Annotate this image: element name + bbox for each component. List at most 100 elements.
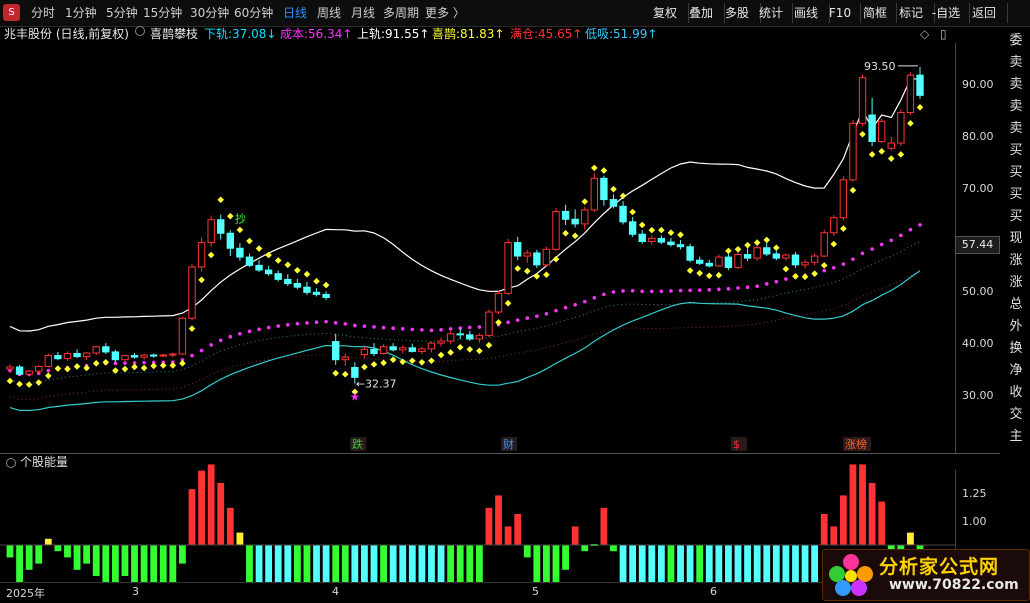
period-tab-4[interactable]: 30分钟 [190,6,230,20]
period-tab-2[interactable]: 5分钟 [106,6,138,20]
toolbar-button-1[interactable]: 叠加 [684,3,725,23]
magpie-dot [514,265,521,272]
energy-bar [533,545,541,583]
toolbar-button-0[interactable]: 复权 [648,3,689,23]
right-panel-item-8[interactable]: 买 [1009,209,1023,224]
energy-bar [725,545,732,600]
magpie-dot [887,155,895,162]
toolbar-button-9[interactable]: 返回 [967,3,1008,23]
candle-body [217,219,225,234]
candle-body [341,356,349,361]
right-panel-item-6[interactable]: 买 [1009,165,1023,180]
candle-body [628,221,637,235]
right-panel-item-3[interactable]: 卖 [1009,99,1023,114]
right-panel-item-0[interactable]: 委 [1009,33,1023,48]
period-tab-10[interactable]: 更多 〉 [425,6,465,20]
energy-bar [217,483,225,545]
right-panel-item-9[interactable]: 现 [1009,231,1023,246]
energy-bar [35,545,43,564]
diamond-icon[interactable]: ◇ [920,27,930,41]
cost-dot [515,318,520,322]
energy-bar [332,545,340,595]
main-chart[interactable]: 93.50 ←32.37★ 抄跌 财 $ 涨榜 [0,0,1000,600]
energy-settings-icon[interactable] [6,454,18,470]
period-tab-6[interactable]: 日线 [283,6,308,20]
magpie-dot [35,379,43,386]
energy-bar [495,495,502,545]
cost-dot [736,286,740,290]
candle-body [25,370,33,375]
candle-body [331,341,340,361]
magpie-dot [102,359,110,366]
right-panel-item-11[interactable]: 涨 [1009,275,1023,290]
magpie-dot [610,185,617,193]
candle-body [485,311,493,336]
panel-divider[interactable] [0,453,1000,454]
period-tab-1[interactable]: 1分钟 [65,6,97,20]
candle-body [255,264,263,271]
toolbar-button-7[interactable]: 标记 [894,3,935,23]
panel-toggle-icon[interactable]: ▯ [940,27,947,41]
magpie-dot [485,341,493,349]
candle-body [533,252,541,266]
magpie-dot [715,271,723,279]
right-panel-item-1[interactable]: 卖 [1009,55,1023,70]
right-panel-item-12[interactable]: 总 [1009,297,1023,312]
indicator-name[interactable]: 喜鹊攀枝 [150,27,199,41]
energy-bar [629,545,637,600]
upper-band-line [9,78,921,332]
right-panel-item-10[interactable]: 涨 [1009,253,1023,268]
toolbar-button-5[interactable]: F10 [826,3,861,23]
cost-dot [266,325,271,330]
event-marker-label: 财 [503,437,514,451]
right-panel-item-14[interactable]: 换 [1009,341,1023,356]
candle-body [197,242,206,268]
period-tab-5[interactable]: 60分钟 [234,6,274,20]
toolbar-button-2[interactable]: 多股 [720,3,761,23]
magpie-dot [849,186,857,194]
magpie-dot [45,372,52,380]
magpie-dot [667,229,675,237]
right-panel-item-18[interactable]: 主 [1009,429,1023,444]
candle-body [149,354,158,357]
period-tab-3[interactable]: 15分钟 [143,6,183,20]
energy-bar [313,545,320,600]
right-panel-item-5[interactable]: 买 [1009,143,1023,158]
toolbar-button-3[interactable]: 统计 [756,3,793,23]
magpie-dot [763,236,771,244]
indicator-value-1: 成本:56.34↑ [280,27,353,41]
period-tab-7[interactable]: 周线 [317,6,342,20]
energy-bar [303,545,311,600]
right-panel-item-16[interactable]: 收 [1009,385,1023,400]
period-tab-0[interactable]: 分时 [31,6,56,20]
right-panel-item-4[interactable]: 卖 [1009,121,1023,136]
cost-dot [467,325,472,330]
toolbar-button-8[interactable]: -自选 [929,3,970,23]
right-panel-item-13[interactable]: 外 [1009,319,1023,334]
candle-body [753,247,761,259]
toolbar-button-4[interactable]: 画线 [789,3,830,23]
candle-body [466,334,474,340]
magpie-dot [543,271,550,279]
app-logo-icon[interactable]: S [3,4,20,21]
right-panel-item-17[interactable]: 交 [1009,407,1023,422]
magpie-dot [399,358,407,366]
cost-dot [477,325,482,329]
energy-bar [849,464,857,545]
cost-dot [860,251,865,256]
toolbar-button-6[interactable]: 简框 [860,3,897,23]
magpie-dot [121,365,129,373]
period-tab-8[interactable]: 月线 [351,6,376,20]
right-panel-item-7[interactable]: 买 [1009,187,1023,202]
cost-dot [544,311,549,316]
candle-body [858,77,867,124]
candle-body [810,255,819,263]
right-panel-item-2[interactable]: 卖 [1009,77,1023,92]
period-tab-9[interactable]: 多周期 [383,6,420,20]
cost-dot [630,289,635,293]
cost-dot [295,321,300,326]
magpie-dot [207,251,215,259]
right-panel-item-15[interactable]: 净 [1009,363,1023,378]
indicator-value-4: 满仓:45.65↑ [510,27,583,41]
magpie-dot [523,267,531,275]
